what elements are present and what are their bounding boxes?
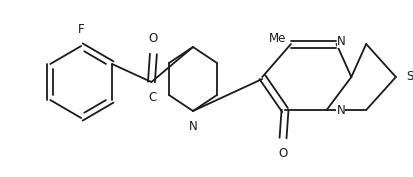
Text: Me: Me (268, 32, 285, 45)
Text: F: F (78, 23, 84, 36)
Text: O: O (278, 147, 287, 160)
Text: O: O (148, 32, 158, 45)
Text: C: C (148, 91, 156, 104)
Text: N: N (336, 35, 345, 48)
Text: S: S (405, 70, 412, 84)
Text: N: N (188, 120, 197, 133)
Text: N: N (336, 104, 344, 116)
